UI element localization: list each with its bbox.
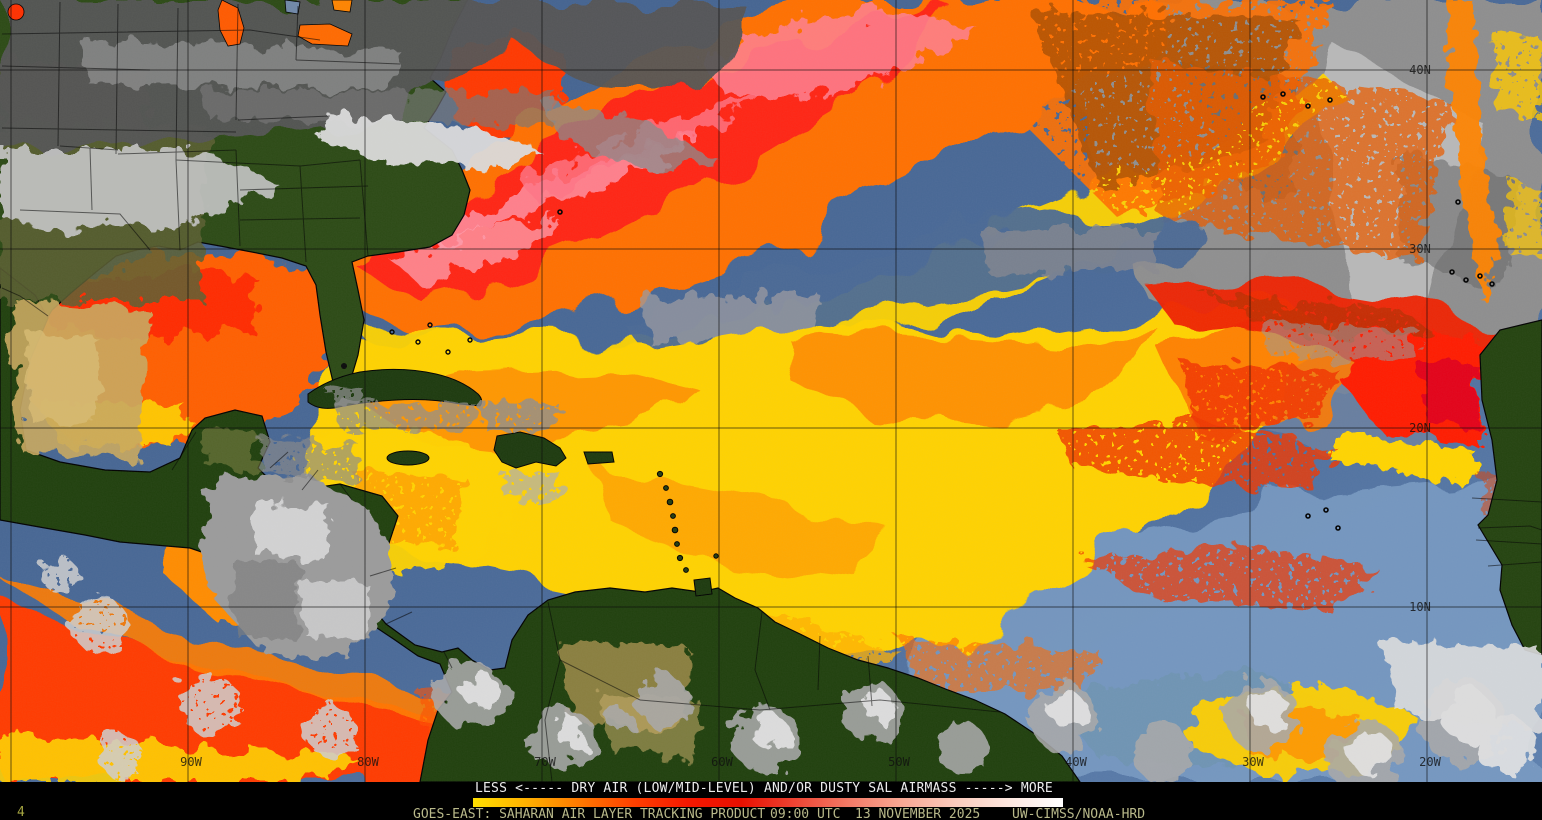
product-source: UW-CIMSS/NOAA-HRD: [1012, 807, 1146, 820]
satellite-map: 40N 30N 20N 10N 90W 80W 70W 60W 50W 40W …: [0, 0, 1542, 782]
grid-labels: 40N 30N 20N 10N 90W 80W 70W 60W 50W 40W …: [180, 63, 1441, 769]
lat-label-10n: 10N: [1409, 600, 1431, 614]
product-date: 13 NOVEMBER 2025: [855, 807, 981, 820]
sal-colorbar: [473, 798, 1063, 807]
grid-lines: [0, 0, 1542, 782]
lon-label-60w: 60W: [711, 755, 733, 769]
grain-overlay: [0, 0, 1542, 782]
lon-label-80w: 80W: [357, 755, 379, 769]
lon-label-70w: 70W: [534, 755, 556, 769]
lat-label-40n: 40N: [1409, 63, 1431, 77]
lat-label-30n: 30N: [1409, 242, 1431, 256]
product-footer: 4 LESS <----- DRY AIR (LOW/MID-LEVEL) AN…: [0, 782, 1542, 820]
lon-label-20w: 20W: [1419, 755, 1441, 769]
colorbar-caption: LESS <----- DRY AIR (LOW/MID-LEVEL) AND/…: [475, 781, 1053, 796]
sal-map-canvas: 40N 30N 20N 10N 90W 80W 70W 60W 50W 40W …: [0, 0, 1542, 782]
product-title: GOES-EAST: SAHARAN AIR LAYER TRACKING PR…: [413, 807, 766, 820]
lon-label-40w: 40W: [1065, 755, 1087, 769]
lon-label-30w: 30W: [1242, 755, 1264, 769]
credit-line: GOES-EAST: SAHARAN AIR LAYER TRACKING PR…: [0, 807, 1542, 820]
lon-label-90w: 90W: [180, 755, 202, 769]
lat-label-20n: 20N: [1409, 421, 1431, 435]
product-time: 09:00 UTC: [770, 807, 841, 820]
lon-label-50w: 50W: [888, 755, 910, 769]
frame-indicator: 4: [17, 805, 25, 820]
